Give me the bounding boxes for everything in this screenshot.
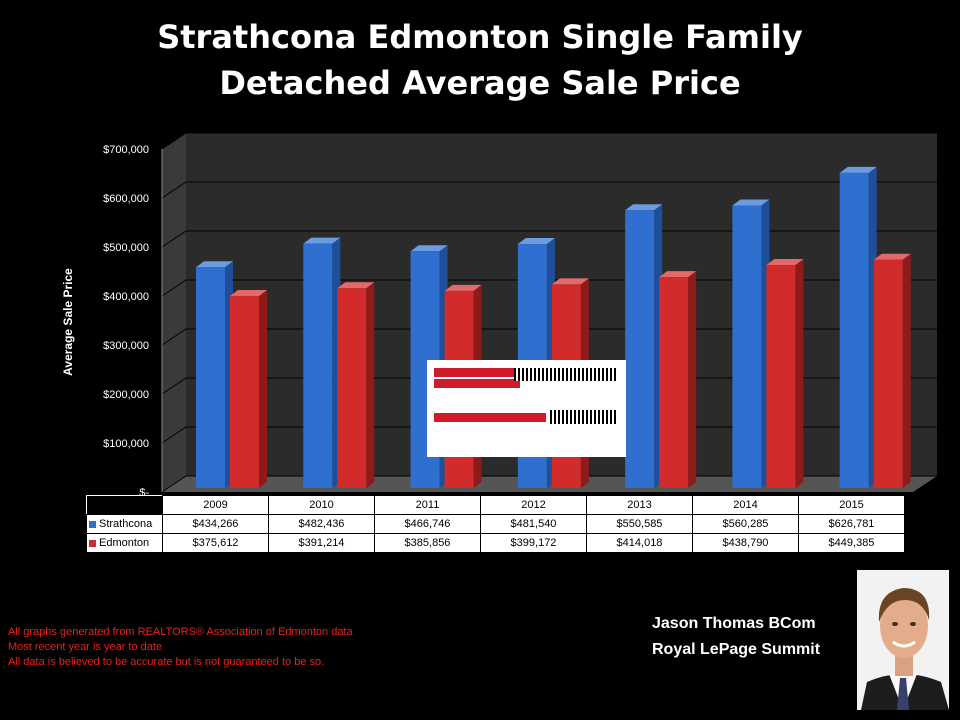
legend-swatch-strathcona [89, 520, 96, 528]
bar-strathcona [625, 210, 655, 488]
portrait-image [857, 570, 949, 710]
data-cell: $481,540 [480, 514, 587, 534]
data-cell: $438,790 [692, 533, 799, 553]
bar-top-strathcona [625, 204, 663, 211]
bar-side-edmonton [688, 271, 697, 488]
royal-lepage-logo: ROYAL LePAGE www.JasonThomas.ca [427, 360, 626, 457]
bar-side-edmonton [259, 289, 267, 488]
data-cell: $466,746 [374, 514, 481, 534]
bar-top-edmonton [444, 284, 482, 291]
bar-chart: $- $100,000 $200,000 $300,000 $400,000 $500,0… [103, 132, 937, 499]
y-tick-label: $300,000 [103, 340, 149, 352]
bar-top-strathcona [303, 237, 341, 244]
legend-label: Strathcona [99, 518, 153, 530]
y-tick-label: $600,000 [103, 193, 149, 205]
y-tick-label: $100,000 [103, 438, 149, 450]
title-line-1: Strathcona Edmonton Single Family [157, 18, 803, 56]
y-tick-label: $200,000 [103, 389, 149, 401]
author-name: Jason Thomas BCom [652, 615, 816, 632]
data-table-corner [86, 495, 163, 515]
bar-strathcona [732, 205, 762, 489]
data-cell: $399,172 [480, 533, 587, 553]
chart-title: Strathcona Edmonton Single Family Detach… [0, 14, 960, 106]
gridline [161, 181, 937, 199]
bar-side-edmonton [795, 258, 804, 488]
legend-swatch-edmonton [89, 539, 96, 547]
category-label: 2010 [268, 495, 375, 515]
category-label: 2015 [798, 495, 905, 515]
bar-edmonton [766, 264, 796, 488]
bar-top-strathcona [196, 261, 233, 268]
category-label: 2009 [162, 495, 269, 515]
title-line-2: Detached Average Sale Price [219, 64, 741, 102]
data-cell: $391,214 [268, 533, 375, 553]
y-tick-label: $500,000 [103, 242, 149, 254]
data-cell: $482,436 [268, 514, 375, 534]
logo-name: ROYAL LePAGE [436, 383, 617, 409]
note-line: Most recent year is year to date [8, 641, 163, 653]
category-label: 2011 [374, 495, 481, 515]
y-axis-title: Average Sale Price [61, 268, 75, 376]
category-label: 2012 [480, 495, 587, 515]
logo-red-bar [434, 368, 520, 377]
bar-edmonton [659, 277, 689, 488]
logo-red-bar [434, 413, 546, 422]
note-line: All data is believed to be accurate but … [8, 656, 325, 668]
gridline [161, 132, 937, 150]
bar-top-edmonton [766, 258, 804, 265]
data-cell: $414,018 [586, 533, 693, 553]
bar-edmonton [337, 288, 367, 488]
disclaimer-notes: All graphs generated from REALTORS® Asso… [8, 625, 353, 670]
note-line: All graphs generated from REALTORS® Asso… [8, 626, 353, 638]
data-table-row-strathcona: Strathcona $434,266 $482,436 $466,746 $4… [86, 514, 905, 534]
bar-top-edmonton [659, 271, 697, 278]
author-photo [857, 570, 949, 710]
bar-edmonton [873, 259, 903, 488]
plot-side-wall [162, 133, 186, 492]
bar-strathcona [196, 267, 225, 488]
author-company: Royal LePage Summit [652, 641, 821, 658]
data-cell: $385,856 [374, 533, 481, 553]
y-tick-label: $- [139, 487, 149, 499]
bar-top-edmonton [873, 253, 911, 260]
bar-strathcona [303, 243, 333, 488]
legend-label: Edmonton [99, 537, 150, 549]
y-tick-label: $400,000 [103, 291, 149, 303]
logo-stripes [514, 368, 618, 381]
data-table-row-edmonton: Edmonton $375,612 $391,214 $385,856 $399… [86, 533, 905, 553]
bar-top-edmonton [230, 289, 267, 296]
logo-stripes [550, 410, 618, 424]
data-cell: $626,781 [798, 514, 905, 534]
bar-top-strathcona [410, 245, 448, 252]
bar-strathcona [839, 172, 869, 488]
data-cell: $375,612 [162, 533, 269, 553]
bar-top-strathcona [839, 166, 877, 173]
y-tick-label: $700,000 [103, 144, 149, 156]
category-label: 2013 [586, 495, 693, 515]
data-cell: $550,585 [586, 514, 693, 534]
bar-top-strathcona [732, 199, 770, 206]
data-cell: $560,285 [692, 514, 799, 534]
category-label: 2014 [692, 495, 799, 515]
gridline [161, 230, 937, 248]
bar-top-edmonton [551, 278, 589, 285]
bar-edmonton [230, 295, 259, 488]
bar-side-edmonton [366, 282, 375, 488]
logo-red-bar [434, 379, 520, 388]
data-cell: $449,385 [798, 533, 905, 553]
bar-top-edmonton [337, 282, 375, 289]
legend-entry-edmonton: Edmonton [86, 533, 163, 553]
logo-url: www.JasonThomas.ca [457, 432, 596, 447]
legend-entry-strathcona: Strathcona [86, 514, 163, 534]
data-table: 2009 2010 2011 2012 2013 2014 2015 Strat… [86, 495, 905, 553]
data-table-header: 2009 2010 2011 2012 2013 2014 2015 [86, 495, 905, 515]
data-cell: $434,266 [162, 514, 269, 534]
author-block: Jason Thomas BCom Royal LePage Summit [652, 611, 820, 663]
bar-top-strathcona [517, 238, 555, 245]
bar-side-edmonton [902, 253, 911, 488]
